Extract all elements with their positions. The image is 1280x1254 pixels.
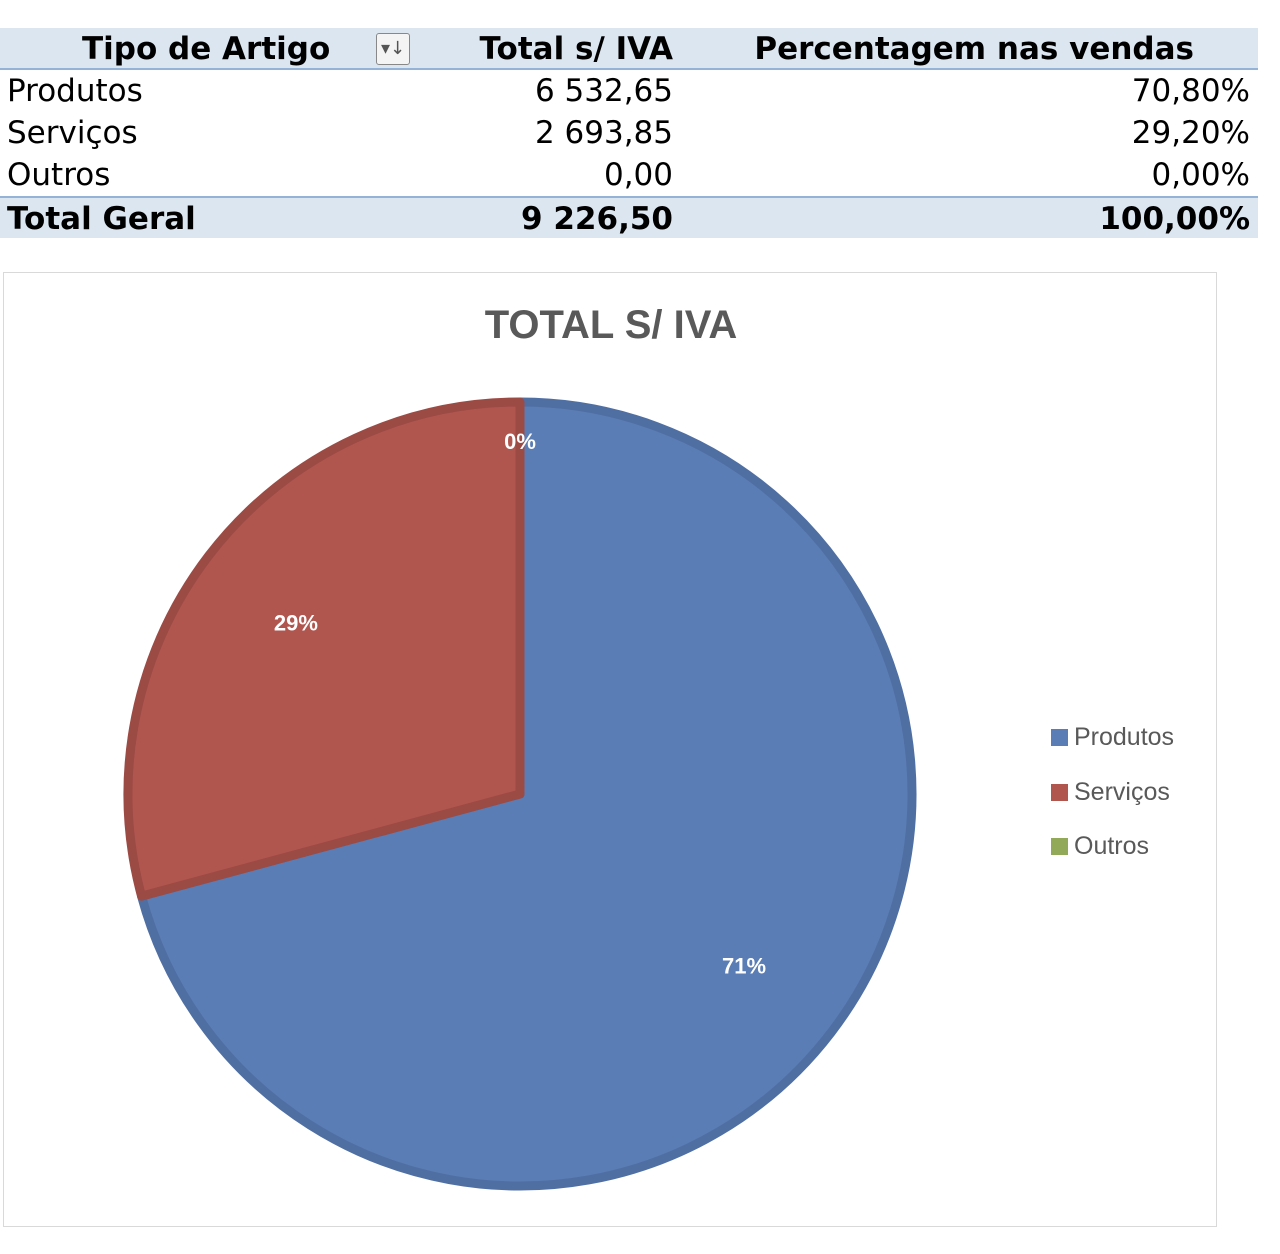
header-total: Total s/ IVA bbox=[479, 31, 673, 67]
legend-swatch bbox=[1051, 784, 1068, 801]
legend-item-servicos: Serviços bbox=[1051, 778, 1170, 807]
data-label-outros: 0% bbox=[504, 429, 536, 454]
table-row: Outros 0,00 0,00% bbox=[0, 154, 1258, 196]
cell-type: Produtos bbox=[7, 73, 143, 109]
cell-total: 2 693,85 bbox=[534, 115, 673, 151]
grand-total-percent: 100,00% bbox=[1099, 201, 1250, 237]
header-type: Tipo de Artigo bbox=[82, 31, 331, 67]
cell-percent: 0,00% bbox=[1151, 157, 1250, 193]
pie-plot: 71% 29% 0% bbox=[123, 397, 917, 1191]
table-header: Tipo de Artigo ▾↓ Total s/ IVA Percentag… bbox=[0, 28, 1258, 70]
grand-total-row: Total Geral 9 226,50 100,00% bbox=[0, 196, 1258, 238]
legend-item-produtos: Produtos bbox=[1051, 723, 1174, 752]
cell-total: 6 532,65 bbox=[534, 73, 673, 109]
cell-percent: 70,80% bbox=[1131, 73, 1250, 109]
cell-percent: 29,20% bbox=[1131, 115, 1250, 151]
cell-type: Serviços bbox=[7, 115, 138, 151]
cell-type: Outros bbox=[7, 157, 111, 193]
grand-total-value: 9 226,50 bbox=[521, 201, 673, 237]
grand-total-label: Total Geral bbox=[7, 201, 196, 237]
legend-label: Serviços bbox=[1074, 778, 1170, 806]
pivot-table: Tipo de Artigo ▾↓ Total s/ IVA Percentag… bbox=[0, 28, 1258, 238]
sort-filter-icon[interactable]: ▾↓ bbox=[376, 33, 410, 65]
table-row: Serviços 2 693,85 29,20% bbox=[0, 112, 1258, 154]
table-row: Produtos 6 532,65 70,80% bbox=[0, 70, 1258, 112]
legend-label: Produtos bbox=[1074, 723, 1175, 751]
legend-label: Outros bbox=[1074, 832, 1150, 860]
cell-total: 0,00 bbox=[603, 157, 673, 193]
data-label-serviços: 29% bbox=[274, 610, 318, 635]
legend-swatch bbox=[1051, 729, 1068, 746]
legend-item-outros: Outros bbox=[1051, 832, 1149, 861]
pie-slice-serviços[interactable] bbox=[123, 397, 525, 901]
data-label-produtos: 71% bbox=[722, 954, 766, 979]
pie-chart[interactable]: TOTAL S/ IVA 71% 29% 0% Produtos Serviços … bbox=[3, 272, 1217, 1227]
legend-swatch bbox=[1051, 838, 1068, 855]
chart-title: TOTAL S/ IVA bbox=[484, 303, 738, 347]
header-percent: Percentagem nas vendas bbox=[754, 31, 1194, 67]
pie-slice-produtos[interactable] bbox=[137, 397, 917, 1191]
